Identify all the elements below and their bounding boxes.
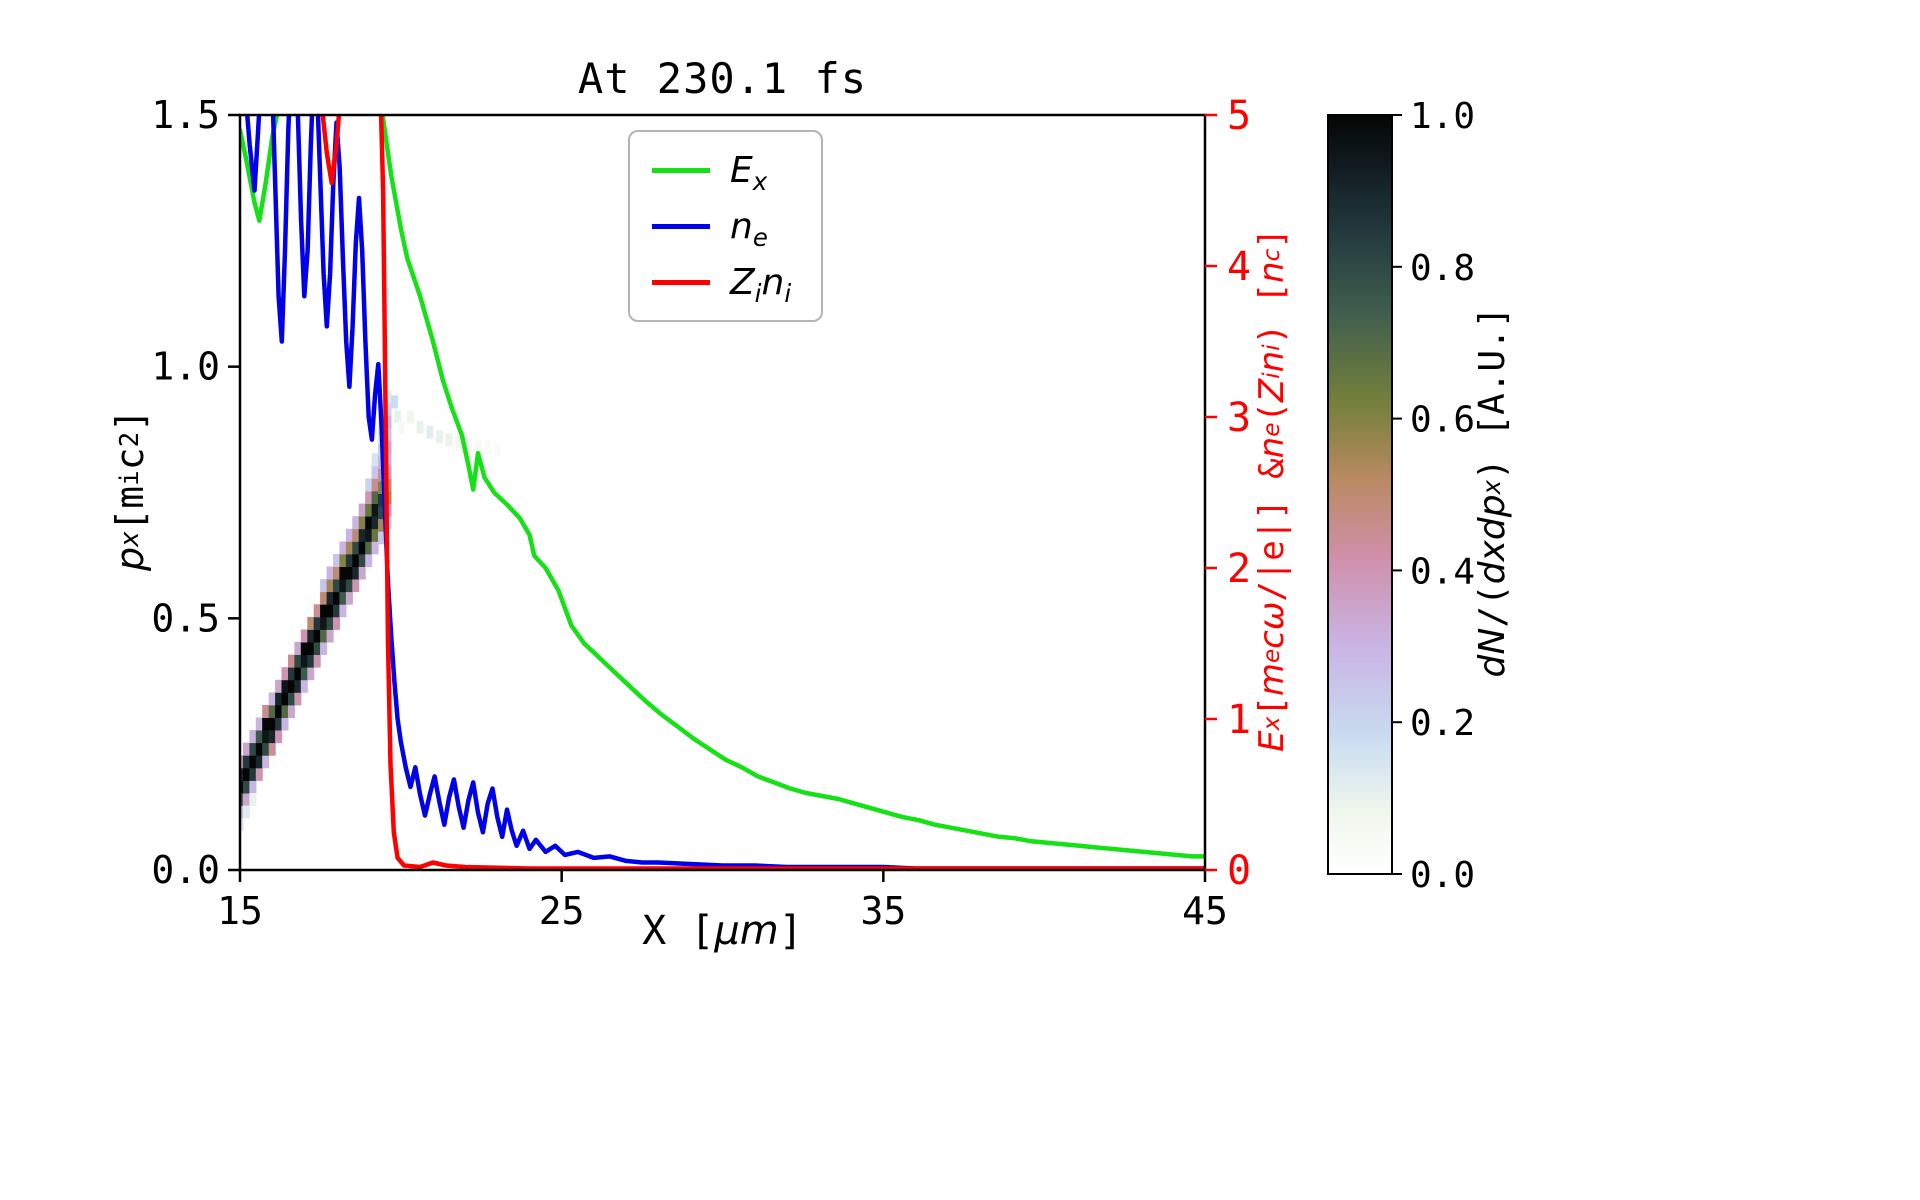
y-right-tick-label: 5 (1227, 93, 1251, 139)
colorbar (1328, 115, 1392, 874)
series-ne (244, 115, 1205, 870)
legend-item-ne: ne (652, 202, 791, 250)
colorbar-tick-label: 0.8 (1410, 248, 1475, 289)
series-ex (240, 115, 1205, 859)
y-left-tick-label: 1.0 (151, 345, 220, 389)
legend: Ex ne Zini (628, 130, 824, 322)
legend-line-ex-swatch (652, 167, 710, 173)
y-right-tick-label: 1 (1227, 697, 1251, 743)
y-left-tick-label: 0.5 (151, 596, 220, 640)
y-right-tick-label: 3 (1227, 395, 1251, 441)
plot-title: At 230.1 fs (577, 54, 868, 103)
y-right-tick-label: 4 (1227, 244, 1251, 290)
y-left-tick-label: 1.5 (151, 93, 220, 137)
y-right-tick-label: 2 (1227, 546, 1251, 592)
series-zini (320, 115, 1205, 870)
legend-item-ex: Ex (652, 146, 791, 194)
x-tick-label: 45 (1182, 889, 1228, 933)
legend-label-ex: Ex (730, 149, 768, 196)
legend-label-zini: Zini (730, 261, 792, 308)
colorbar-tick-label: 0.2 (1410, 703, 1475, 744)
y-right-tick-label: 0 (1227, 848, 1251, 894)
axis-ticks: 15 25 35 450.00.51.01.50123450.00.20.40.60.… (151, 93, 1475, 933)
legend-line-ne-swatch (652, 223, 710, 229)
phase-space-histogram (240, 390, 501, 832)
x-axis-label: X [μm] (642, 908, 803, 954)
colorbar-tick-label: 1.0 (1410, 96, 1475, 137)
x-tick-label: 35 (860, 889, 906, 933)
y-left-tick-label: 0.0 (151, 848, 220, 892)
legend-item-zini: Zini (652, 258, 791, 306)
x-tick-label: 25 (539, 889, 585, 933)
legend-line-zini-swatch (652, 279, 710, 285)
colorbar-frame (1327, 114, 1393, 875)
colorbar-tick-label: 0.0 (1410, 855, 1475, 896)
x-tick-label: 15 (217, 889, 263, 933)
colorbar-tick-label: 0.6 (1410, 400, 1475, 441)
legend-label-ne: ne (730, 205, 768, 252)
axes-frame (238, 113, 1207, 872)
colorbar-tick-label: 0.4 (1410, 551, 1475, 592)
